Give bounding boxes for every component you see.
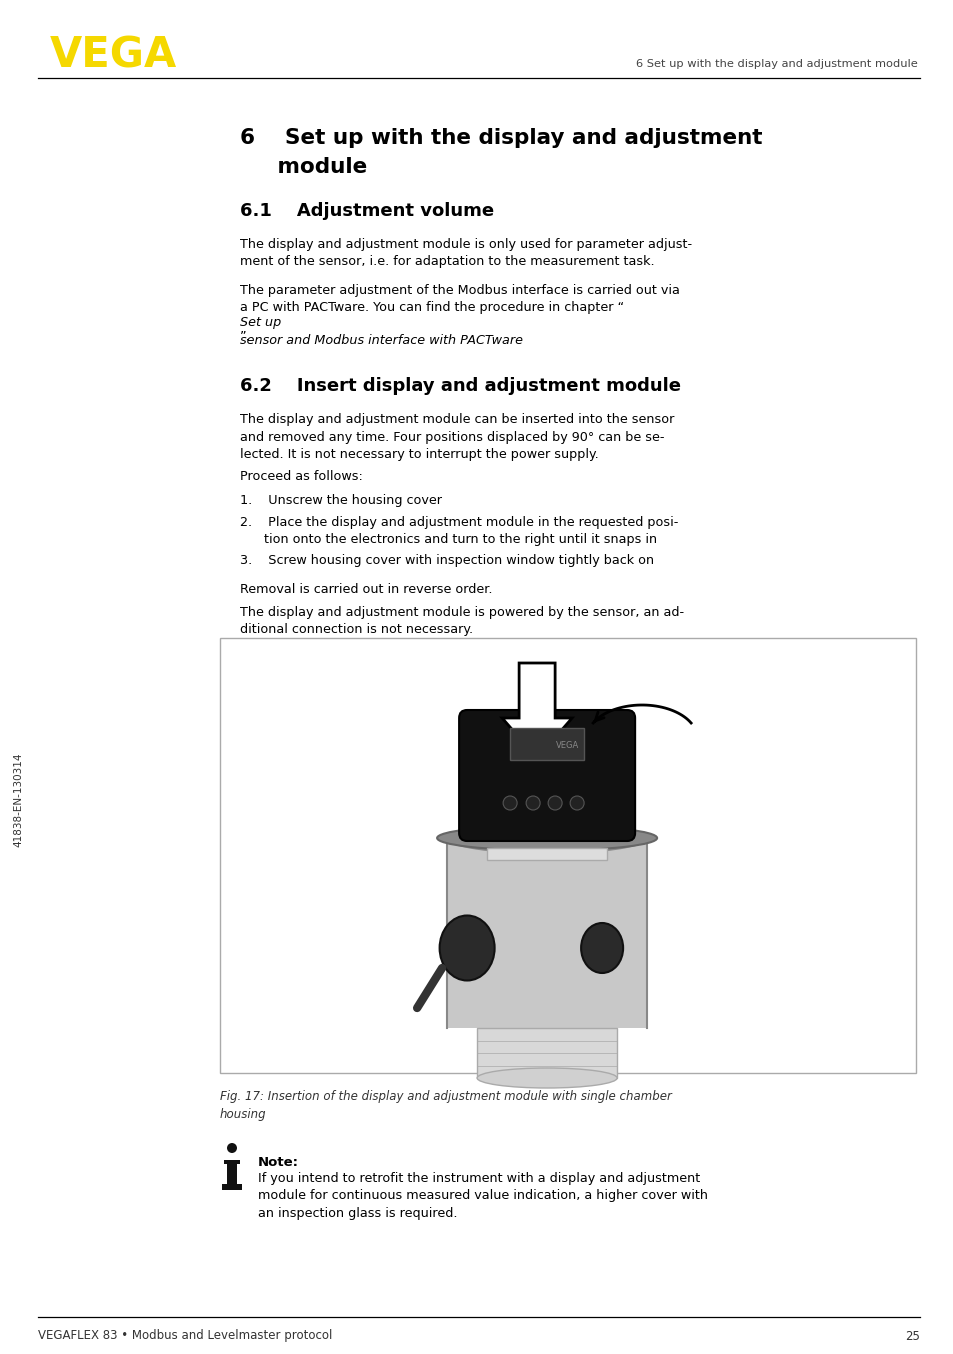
Text: 6.2    Insert display and adjustment module: 6.2 Insert display and adjustment module	[240, 376, 680, 395]
Circle shape	[570, 796, 583, 810]
Ellipse shape	[447, 823, 646, 853]
Text: VEGA: VEGA	[50, 34, 177, 76]
Bar	[220, 638, 915, 1072]
Ellipse shape	[436, 826, 657, 850]
Circle shape	[525, 796, 539, 810]
Text: 41838-EN-130314: 41838-EN-130314	[13, 753, 23, 848]
Bar	[476, 1028, 617, 1078]
Text: If you intend to retrofit the instrument with a display and adjustment
module fo: If you intend to retrofit the instrument…	[257, 1173, 707, 1220]
Circle shape	[502, 796, 517, 810]
Text: Note:: Note:	[257, 1156, 298, 1169]
Text: The display and adjustment module is only used for parameter adjust-
ment of the: The display and adjustment module is onl…	[240, 238, 691, 268]
Text: ”.: ”.	[240, 330, 251, 343]
Text: Set up
sensor and Modbus interface with PACTware: Set up sensor and Modbus interface with …	[240, 315, 522, 347]
Text: Proceed as follows:: Proceed as follows:	[240, 470, 362, 483]
Text: Removal is carried out in reverse order.: Removal is carried out in reverse order.	[240, 584, 492, 596]
Text: 6    Set up with the display and adjustment: 6 Set up with the display and adjustment	[240, 129, 761, 148]
Text: 6.1    Adjustment volume: 6.1 Adjustment volume	[240, 202, 494, 219]
FancyBboxPatch shape	[510, 728, 583, 760]
Text: Fig. 17: Insertion of the display and adjustment module with single chamber
hous: Fig. 17: Insertion of the display and ad…	[220, 1090, 671, 1121]
Text: VEGA: VEGA	[555, 742, 578, 750]
Bar	[447, 838, 646, 1028]
Text: The display and adjustment module can be inserted into the sensor
and removed an: The display and adjustment module can be…	[240, 413, 674, 460]
FancyBboxPatch shape	[487, 848, 606, 860]
Text: 3.    Screw housing cover with inspection window tightly back on: 3. Screw housing cover with inspection w…	[240, 554, 654, 567]
Circle shape	[548, 796, 561, 810]
Text: 1.    Unscrew the housing cover: 1. Unscrew the housing cover	[240, 494, 441, 506]
Text: 25: 25	[904, 1330, 919, 1343]
Text: 2.    Place the display and adjustment module in the requested posi-
      tion : 2. Place the display and adjustment modu…	[240, 516, 678, 547]
Polygon shape	[222, 1160, 242, 1190]
Text: VEGAFLEX 83 • Modbus and Levelmaster protocol: VEGAFLEX 83 • Modbus and Levelmaster pro…	[38, 1330, 332, 1343]
Text: 6 Set up with the display and adjustment module: 6 Set up with the display and adjustment…	[636, 60, 917, 69]
Text: module: module	[240, 157, 367, 177]
Ellipse shape	[580, 923, 622, 974]
FancyBboxPatch shape	[458, 709, 635, 841]
Circle shape	[227, 1143, 236, 1154]
Ellipse shape	[439, 915, 494, 980]
Ellipse shape	[476, 1068, 617, 1089]
Text: The display and adjustment module is powered by the sensor, an ad-
ditional conn: The display and adjustment module is pow…	[240, 607, 683, 636]
Polygon shape	[501, 663, 572, 758]
Text: The parameter adjustment of the Modbus interface is carried out via
a PC with PA: The parameter adjustment of the Modbus i…	[240, 284, 679, 314]
